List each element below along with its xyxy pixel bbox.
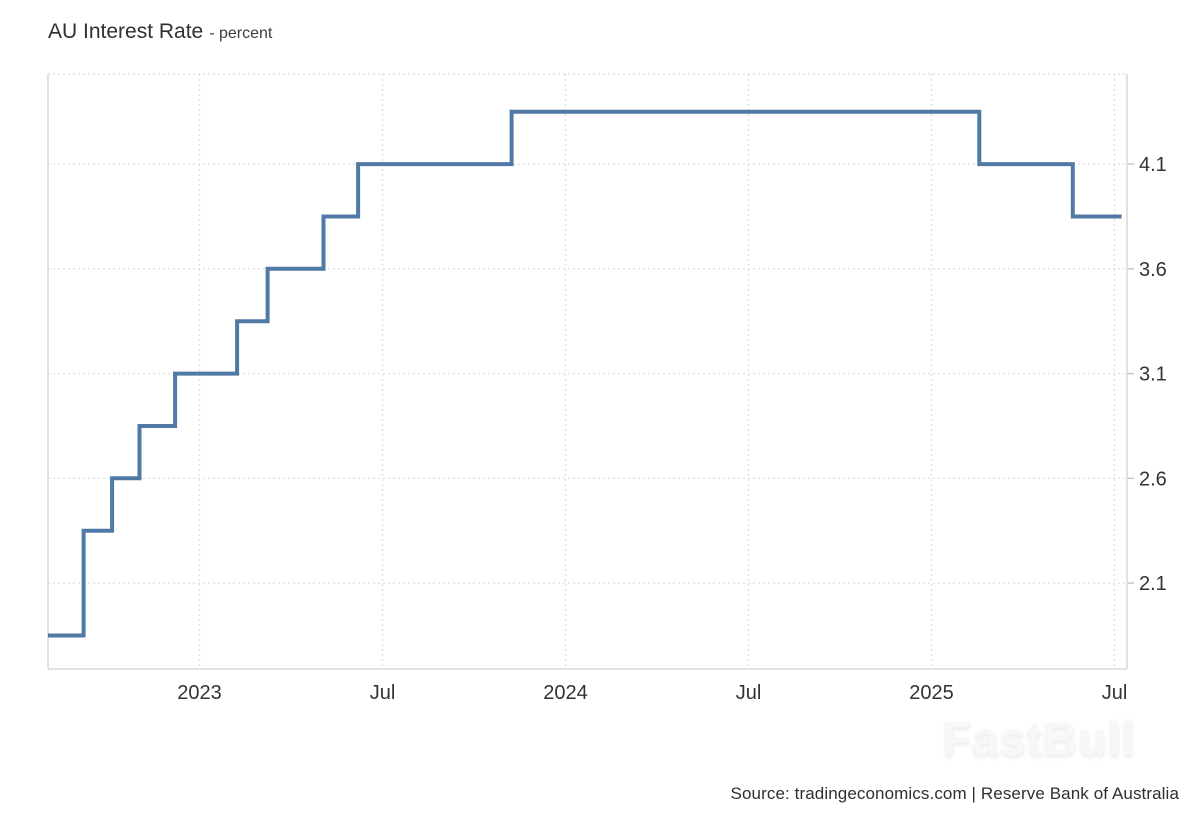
page-title: AU Interest Rate - percent xyxy=(48,20,272,44)
y-tick-label: 3.1 xyxy=(1139,364,1167,386)
source-attribution: Source: tradingeconomics.com | Reserve B… xyxy=(730,784,1179,803)
x-tick-label: 2023 xyxy=(177,682,222,704)
y-tick-label: 4.1 xyxy=(1139,154,1167,176)
fastbull-watermark: FastBull xyxy=(942,712,1136,765)
chart-title-unit: - percent xyxy=(209,25,273,42)
x-tick-label: Jul xyxy=(736,682,762,704)
y-tick-label: 3.6 xyxy=(1139,259,1167,281)
step-line-series xyxy=(48,109,1122,638)
y-tick-label: 2.1 xyxy=(1139,573,1167,595)
x-tick-label: 2025 xyxy=(909,682,954,704)
chart-title-text: AU Interest Rate xyxy=(48,20,204,43)
x-tick-label: Jul xyxy=(1102,682,1128,704)
y-tick-label: 2.6 xyxy=(1139,468,1167,490)
x-tick-label: 2024 xyxy=(543,682,588,704)
x-tick-label: Jul xyxy=(370,682,396,704)
